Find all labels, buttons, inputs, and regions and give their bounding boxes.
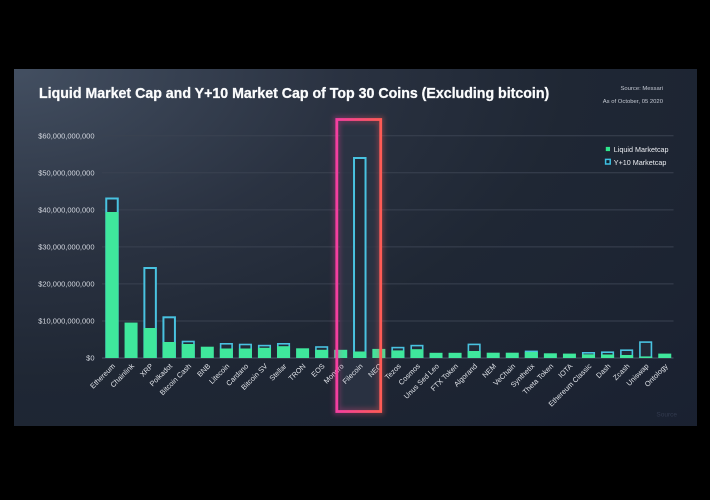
svg-text:Dash: Dash	[594, 362, 612, 380]
svg-text:$10,000,000,000: $10,000,000,000	[38, 317, 94, 326]
svg-text:Liquid Marketcap: Liquid Marketcap	[614, 145, 669, 154]
svg-text:TRON: TRON	[287, 362, 308, 383]
svg-text:$30,000,000,000: $30,000,000,000	[38, 243, 94, 252]
svg-text:Y+10 Marketcap: Y+10 Marketcap	[614, 158, 667, 167]
svg-text:Source: Messari: Source: Messari	[620, 86, 663, 92]
svg-text:Stellar: Stellar	[267, 361, 288, 382]
svg-text:$0: $0	[86, 354, 94, 363]
svg-text:$50,000,000,000: $50,000,000,000	[38, 168, 94, 177]
svg-text:Source: Source	[656, 412, 677, 419]
svg-text:As of October, 05 2020: As of October, 05 2020	[603, 99, 664, 105]
svg-text:$40,000,000,000: $40,000,000,000	[38, 206, 94, 215]
svg-text:$60,000,000,000: $60,000,000,000	[38, 131, 94, 140]
svg-text:$20,000,000,000: $20,000,000,000	[38, 280, 94, 289]
